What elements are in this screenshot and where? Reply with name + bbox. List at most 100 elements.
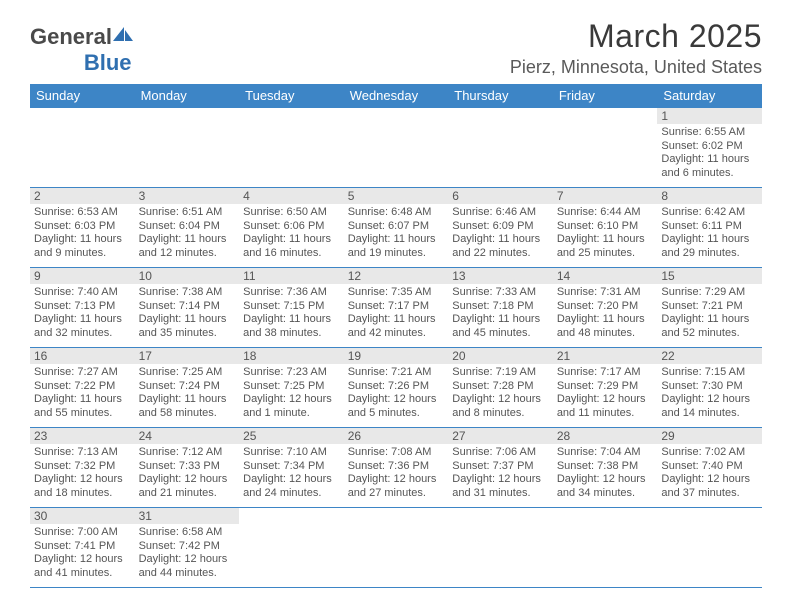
daylight-line: Daylight: 12 hours and 37 minutes. bbox=[661, 473, 758, 500]
calendar-cell: 20Sunrise: 7:19 AMSunset: 7:28 PMDayligh… bbox=[448, 348, 553, 428]
day-number-empty bbox=[657, 508, 762, 524]
day-number: 6 bbox=[448, 188, 553, 204]
calendar-cell bbox=[448, 508, 553, 588]
sunrise-line: Sunrise: 7:38 AM bbox=[139, 286, 236, 300]
day-number-empty bbox=[344, 508, 449, 524]
day-number-empty bbox=[135, 108, 240, 124]
calendar-cell bbox=[135, 108, 240, 188]
calendar-cell: 29Sunrise: 7:02 AMSunset: 7:40 PMDayligh… bbox=[657, 428, 762, 508]
calendar-cell: 13Sunrise: 7:33 AMSunset: 7:18 PMDayligh… bbox=[448, 268, 553, 348]
day-number: 22 bbox=[657, 348, 762, 364]
day-info: Sunrise: 7:33 AMSunset: 7:18 PMDaylight:… bbox=[448, 284, 553, 343]
day-info: Sunrise: 7:25 AMSunset: 7:24 PMDaylight:… bbox=[135, 364, 240, 423]
day-number: 31 bbox=[135, 508, 240, 524]
day-info: Sunrise: 7:12 AMSunset: 7:33 PMDaylight:… bbox=[135, 444, 240, 503]
day-info: Sunrise: 6:53 AMSunset: 6:03 PMDaylight:… bbox=[30, 204, 135, 263]
daylight-line: Daylight: 11 hours and 22 minutes. bbox=[452, 233, 549, 260]
weekday-header: Wednesday bbox=[344, 84, 449, 108]
calendar-cell: 27Sunrise: 7:06 AMSunset: 7:37 PMDayligh… bbox=[448, 428, 553, 508]
daylight-line: Daylight: 11 hours and 35 minutes. bbox=[139, 313, 236, 340]
logo: General GeneBlue bbox=[30, 18, 134, 76]
day-number: 17 bbox=[135, 348, 240, 364]
day-number-empty bbox=[344, 108, 449, 124]
day-number-empty bbox=[448, 508, 553, 524]
day-info: Sunrise: 6:51 AMSunset: 6:04 PMDaylight:… bbox=[135, 204, 240, 263]
sunset-line: Sunset: 7:38 PM bbox=[557, 460, 654, 474]
sunset-line: Sunset: 7:42 PM bbox=[139, 540, 236, 554]
day-number: 12 bbox=[344, 268, 449, 284]
daylight-line: Daylight: 12 hours and 27 minutes. bbox=[348, 473, 445, 500]
day-info: Sunrise: 7:00 AMSunset: 7:41 PMDaylight:… bbox=[30, 524, 135, 583]
day-info: Sunrise: 7:19 AMSunset: 7:28 PMDaylight:… bbox=[448, 364, 553, 423]
calendar-cell: 23Sunrise: 7:13 AMSunset: 7:32 PMDayligh… bbox=[30, 428, 135, 508]
calendar-cell: 15Sunrise: 7:29 AMSunset: 7:21 PMDayligh… bbox=[657, 268, 762, 348]
sunrise-line: Sunrise: 7:10 AM bbox=[243, 446, 340, 460]
logo-prefix: General bbox=[30, 24, 112, 49]
day-info: Sunrise: 7:36 AMSunset: 7:15 PMDaylight:… bbox=[239, 284, 344, 343]
sunset-line: Sunset: 7:41 PM bbox=[34, 540, 131, 554]
daylight-line: Daylight: 12 hours and 5 minutes. bbox=[348, 393, 445, 420]
day-number: 29 bbox=[657, 428, 762, 444]
calendar-week-row: 1Sunrise: 6:55 AMSunset: 6:02 PMDaylight… bbox=[30, 108, 762, 188]
calendar-cell: 3Sunrise: 6:51 AMSunset: 6:04 PMDaylight… bbox=[135, 188, 240, 268]
day-number: 16 bbox=[30, 348, 135, 364]
sunset-line: Sunset: 6:07 PM bbox=[348, 220, 445, 234]
location-subtitle: Pierz, Minnesota, United States bbox=[510, 57, 762, 78]
calendar-cell bbox=[30, 108, 135, 188]
sunset-line: Sunset: 6:09 PM bbox=[452, 220, 549, 234]
sunrise-line: Sunrise: 6:48 AM bbox=[348, 206, 445, 220]
calendar-week-row: 2Sunrise: 6:53 AMSunset: 6:03 PMDaylight… bbox=[30, 188, 762, 268]
day-number: 3 bbox=[135, 188, 240, 204]
weekday-header: Tuesday bbox=[239, 84, 344, 108]
day-info: Sunrise: 7:27 AMSunset: 7:22 PMDaylight:… bbox=[30, 364, 135, 423]
calendar-cell bbox=[239, 508, 344, 588]
sunset-line: Sunset: 7:15 PM bbox=[243, 300, 340, 314]
daylight-line: Daylight: 12 hours and 8 minutes. bbox=[452, 393, 549, 420]
daylight-line: Daylight: 11 hours and 42 minutes. bbox=[348, 313, 445, 340]
sunrise-line: Sunrise: 7:23 AM bbox=[243, 366, 340, 380]
day-number: 14 bbox=[553, 268, 658, 284]
sunset-line: Sunset: 7:34 PM bbox=[243, 460, 340, 474]
sunrise-line: Sunrise: 7:36 AM bbox=[243, 286, 340, 300]
calendar-week-row: 9Sunrise: 7:40 AMSunset: 7:13 PMDaylight… bbox=[30, 268, 762, 348]
weekday-header: Friday bbox=[553, 84, 658, 108]
daylight-line: Daylight: 12 hours and 31 minutes. bbox=[452, 473, 549, 500]
day-info: Sunrise: 6:42 AMSunset: 6:11 PMDaylight:… bbox=[657, 204, 762, 263]
day-number: 4 bbox=[239, 188, 344, 204]
daylight-line: Daylight: 12 hours and 14 minutes. bbox=[661, 393, 758, 420]
daylight-line: Daylight: 11 hours and 9 minutes. bbox=[34, 233, 131, 260]
calendar-header-row: SundayMondayTuesdayWednesdayThursdayFrid… bbox=[30, 84, 762, 108]
daylight-line: Daylight: 12 hours and 44 minutes. bbox=[139, 553, 236, 580]
sunset-line: Sunset: 7:37 PM bbox=[452, 460, 549, 474]
sunrise-line: Sunrise: 7:12 AM bbox=[139, 446, 236, 460]
sunset-line: Sunset: 6:11 PM bbox=[661, 220, 758, 234]
sunset-line: Sunset: 7:28 PM bbox=[452, 380, 549, 394]
day-number: 27 bbox=[448, 428, 553, 444]
sunrise-line: Sunrise: 7:40 AM bbox=[34, 286, 131, 300]
calendar-cell: 8Sunrise: 6:42 AMSunset: 6:11 PMDaylight… bbox=[657, 188, 762, 268]
day-info: Sunrise: 7:23 AMSunset: 7:25 PMDaylight:… bbox=[239, 364, 344, 423]
day-number: 8 bbox=[657, 188, 762, 204]
calendar-cell: 17Sunrise: 7:25 AMSunset: 7:24 PMDayligh… bbox=[135, 348, 240, 428]
day-number: 7 bbox=[553, 188, 658, 204]
calendar-cell bbox=[448, 108, 553, 188]
daylight-line: Daylight: 11 hours and 29 minutes. bbox=[661, 233, 758, 260]
day-number-empty bbox=[239, 108, 344, 124]
day-number: 25 bbox=[239, 428, 344, 444]
day-info: Sunrise: 7:21 AMSunset: 7:26 PMDaylight:… bbox=[344, 364, 449, 423]
daylight-line: Daylight: 12 hours and 41 minutes. bbox=[34, 553, 131, 580]
sunrise-line: Sunrise: 7:21 AM bbox=[348, 366, 445, 380]
sunset-line: Sunset: 7:17 PM bbox=[348, 300, 445, 314]
day-info: Sunrise: 7:08 AMSunset: 7:36 PMDaylight:… bbox=[344, 444, 449, 503]
daylight-line: Daylight: 11 hours and 32 minutes. bbox=[34, 313, 131, 340]
calendar-cell: 2Sunrise: 6:53 AMSunset: 6:03 PMDaylight… bbox=[30, 188, 135, 268]
page-title: March 2025 bbox=[510, 18, 762, 55]
sunset-line: Sunset: 7:24 PM bbox=[139, 380, 236, 394]
calendar-cell: 14Sunrise: 7:31 AMSunset: 7:20 PMDayligh… bbox=[553, 268, 658, 348]
day-info: Sunrise: 7:04 AMSunset: 7:38 PMDaylight:… bbox=[553, 444, 658, 503]
daylight-line: Daylight: 12 hours and 21 minutes. bbox=[139, 473, 236, 500]
daylight-line: Daylight: 12 hours and 1 minute. bbox=[243, 393, 340, 420]
calendar-cell: 6Sunrise: 6:46 AMSunset: 6:09 PMDaylight… bbox=[448, 188, 553, 268]
sunrise-line: Sunrise: 7:25 AM bbox=[139, 366, 236, 380]
sunrise-line: Sunrise: 7:27 AM bbox=[34, 366, 131, 380]
